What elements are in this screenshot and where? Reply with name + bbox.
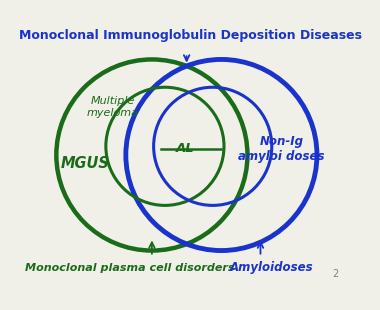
Text: Monoclonal Immunoglobulin Deposition Diseases: Monoclonal Immunoglobulin Deposition Dis…: [19, 29, 363, 42]
Text: AL: AL: [176, 142, 194, 155]
Text: 2: 2: [332, 269, 339, 279]
Text: Multiple
myeloma: Multiple myeloma: [87, 96, 139, 118]
Text: Amyloidoses: Amyloidoses: [230, 261, 314, 274]
Text: Monoclonal plasma cell disorders: Monoclonal plasma cell disorders: [25, 263, 235, 273]
Text: Non-Ig
amyloi doses: Non-Ig amyloi doses: [238, 135, 325, 163]
Text: MGUS: MGUS: [60, 156, 109, 171]
